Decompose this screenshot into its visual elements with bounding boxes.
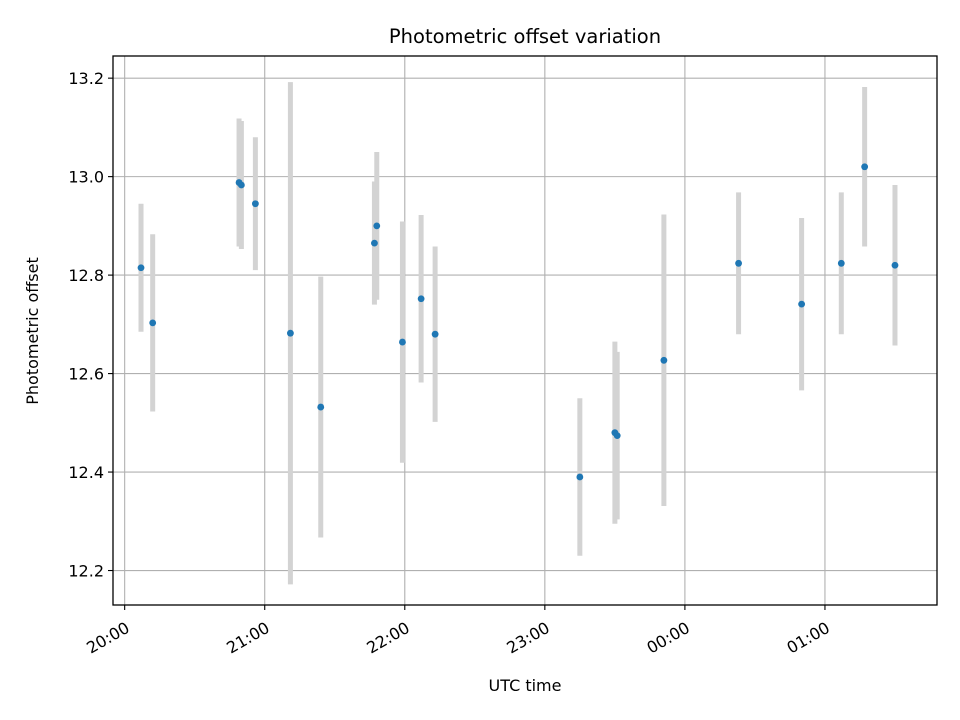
data-point — [251, 200, 259, 208]
data-point — [149, 319, 157, 327]
chart-title: Photometric offset variation — [389, 25, 661, 48]
y-tick-label: 13.0 — [68, 168, 104, 187]
data-point — [373, 222, 381, 230]
data-point — [576, 473, 584, 481]
y-tick-label: 12.2 — [68, 562, 104, 581]
data-point — [317, 403, 325, 411]
data-points — [137, 163, 899, 481]
data-point — [891, 261, 899, 269]
data-point — [417, 295, 425, 303]
data-point — [431, 330, 439, 338]
data-point — [735, 259, 742, 267]
y-axis-label: Photometric offset — [23, 257, 42, 405]
data-point — [660, 356, 668, 364]
data-point — [798, 300, 806, 308]
x-axis-label: UTC time — [489, 676, 562, 695]
data-point — [287, 329, 294, 337]
data-point — [837, 259, 845, 267]
plot-frame — [112, 55, 938, 606]
data-point — [861, 163, 869, 171]
data-point — [237, 181, 245, 189]
y-tick-label: 12.4 — [68, 463, 104, 482]
data-point — [613, 432, 621, 440]
y-tick-label: 13.2 — [68, 69, 104, 88]
y-tick-label: 12.8 — [68, 266, 104, 285]
data-point — [371, 239, 378, 247]
data-point — [399, 338, 406, 346]
y-tick-label: 12.6 — [68, 365, 104, 384]
data-point — [137, 264, 145, 272]
